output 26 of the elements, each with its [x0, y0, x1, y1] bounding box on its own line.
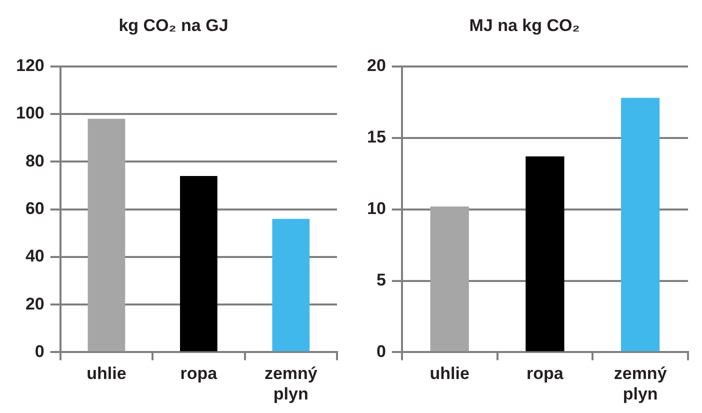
y-tick-label: 5: [376, 270, 386, 290]
chart-title: MJ na kg CO₂: [469, 16, 580, 35]
x-tick-label: ropa: [180, 364, 218, 384]
y-tick-label: 0: [34, 342, 44, 361]
y-tick-label: 0: [376, 342, 386, 361]
y-tick-label: 10: [366, 198, 386, 218]
x-tick-label: zemný plyn: [614, 364, 668, 404]
y-tick-label: 80: [25, 151, 44, 170]
x-tick-label: uhlie: [86, 364, 126, 384]
x-tick-label: zemný plyn: [264, 364, 318, 404]
y-tick-label: 120: [16, 56, 44, 76]
bar: [621, 98, 660, 352]
y-tick-label: 20: [366, 56, 386, 76]
bar: [526, 156, 564, 352]
bar: [272, 218, 310, 352]
y-tick-label: 15: [366, 128, 386, 147]
chart-title: kg CO₂ na GJ: [118, 16, 228, 35]
bar: [88, 118, 126, 352]
bar: [430, 206, 469, 352]
y-tick-label: 20: [25, 294, 44, 314]
y-tick-label: 100: [16, 104, 44, 123]
x-tick-label: uhlie: [430, 364, 470, 384]
bar: [180, 176, 218, 352]
y-tick-label: 40: [25, 246, 44, 266]
y-tick-label: 60: [25, 198, 44, 218]
x-tick-label: ropa: [526, 364, 564, 384]
